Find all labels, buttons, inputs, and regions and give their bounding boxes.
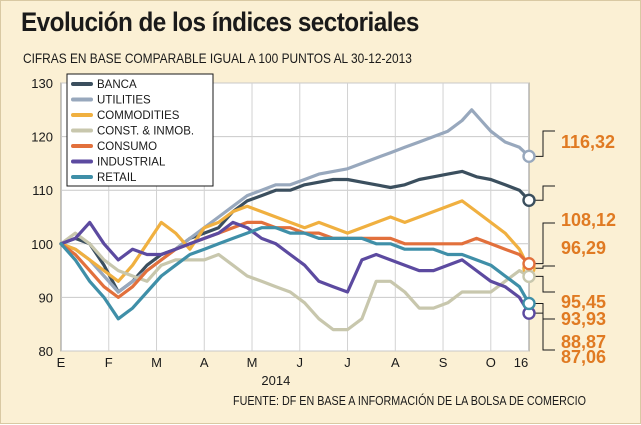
end-value-label: 87,06	[561, 347, 606, 367]
end-marker	[522, 269, 536, 284]
x-tick-label: A	[391, 355, 400, 370]
end-label-connector	[534, 275, 555, 293]
series-line	[59, 220, 531, 315]
y-tick-label: 120	[31, 130, 53, 145]
legend-label: RETAIL	[97, 172, 137, 184]
chart-subtitle: CIFRAS EN BASE COMPARABLE IGUAL A 100 PU…	[23, 50, 412, 66]
x-tick-label: J	[297, 355, 304, 370]
x-tick-label: F	[105, 355, 113, 370]
end-marker	[522, 296, 536, 311]
end-value-label: 116,32	[561, 132, 615, 152]
legend-label: COMMODITIES	[97, 110, 180, 122]
x-tick-label: O	[486, 355, 496, 370]
end-marker	[522, 193, 536, 207]
end-value-label: 108,12	[561, 210, 616, 230]
legend-label: UTILITIES	[97, 95, 151, 107]
y-tick-label: 100	[31, 237, 53, 252]
legend-label: INDUSTRIAL	[97, 157, 166, 169]
chart-title: Evolución de los índices sectoriales	[21, 7, 419, 37]
x-tick-label: J	[344, 355, 351, 370]
source-note: FUENTE: DF EN BASE A INFORMACIÓN DE LA B…	[233, 394, 587, 408]
end-value-label: 96,29	[561, 238, 606, 258]
y-tick-label: 130	[31, 76, 53, 91]
x-tick-label: 16	[514, 355, 528, 370]
end-marker	[522, 149, 536, 164]
legend-label: BANCA	[97, 79, 137, 91]
x-tick-label: E	[57, 355, 66, 370]
end-label-connector	[534, 185, 555, 201]
end-label-connector	[534, 265, 555, 269]
end-label-connector	[534, 302, 555, 320]
legend-label: CONST. & INMOB.	[97, 126, 194, 138]
end-label-connector	[534, 312, 555, 351]
year-label: 2014	[261, 373, 290, 388]
end-value-label: 95,45	[561, 292, 606, 312]
series-line	[59, 220, 531, 299]
end-label-connector	[534, 130, 555, 157]
end-value-label: 93,93	[561, 309, 606, 329]
x-tick-label: M	[247, 355, 258, 370]
y-tick-label: 80	[39, 344, 53, 359]
x-tick-label: M	[151, 355, 162, 370]
series-line	[59, 226, 531, 321]
legend-label: CONSUMO	[97, 141, 157, 153]
end-label-connector	[534, 222, 555, 265]
end-marker	[522, 256, 536, 271]
x-tick-label: S	[439, 355, 448, 370]
series-line	[59, 169, 531, 294]
x-tick-label: A	[200, 355, 209, 370]
series-line	[59, 199, 531, 283]
y-tick-label: 90	[39, 290, 53, 305]
end-value-label: 88,87	[561, 332, 606, 352]
y-tick-label: 110	[32, 183, 53, 198]
